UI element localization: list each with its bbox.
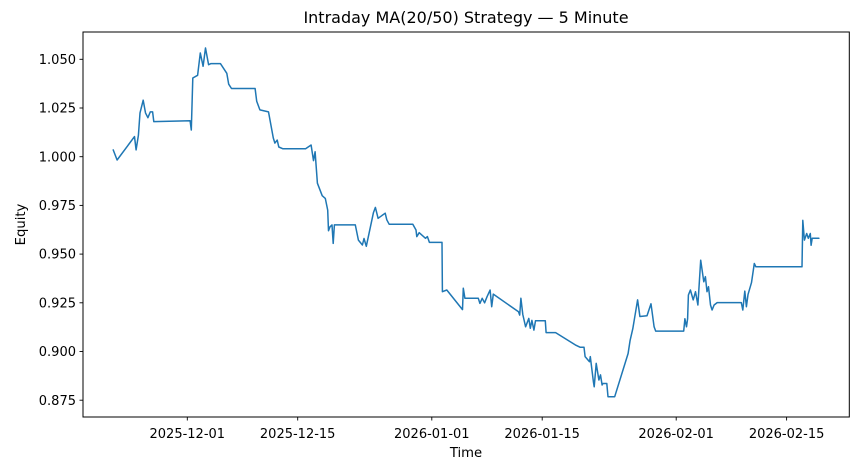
y-tick-label: 0.900 — [39, 345, 76, 360]
series-group — [112, 47, 820, 398]
y-tick-label: 1.000 — [39, 150, 76, 165]
x-tick-label: 2026-01-15 — [504, 427, 580, 442]
x-tick-label: 2025-12-01 — [150, 427, 226, 442]
y-tick-label: 1.050 — [39, 53, 76, 68]
equity-line — [112, 47, 820, 398]
y-tick-label: 0.875 — [39, 394, 76, 409]
plot-area — [83, 32, 850, 417]
x-tick-label: 2026-02-15 — [749, 427, 825, 442]
x-tick-label: 2026-02-01 — [638, 427, 714, 442]
chart-title: Intraday MA(20/50) Strategy — 5 Minute — [303, 8, 628, 27]
x-axis-label: Time — [449, 446, 482, 461]
x-tick-label: 2025-12-15 — [260, 427, 336, 442]
y-axis-label: Equity — [14, 203, 29, 245]
y-tick-label: 1.025 — [39, 102, 76, 117]
axes-spines — [82, 31, 850, 418]
x-tick-label: 2026-01-01 — [394, 427, 470, 442]
y-tick-label: 0.950 — [39, 248, 76, 263]
y-tick-label: 0.975 — [39, 199, 76, 214]
y-tick-label: 0.925 — [39, 296, 76, 311]
ticks-group: 2025-12-01 2025-12-15 2026-01-01 2026-01-15… — [39, 53, 825, 442]
